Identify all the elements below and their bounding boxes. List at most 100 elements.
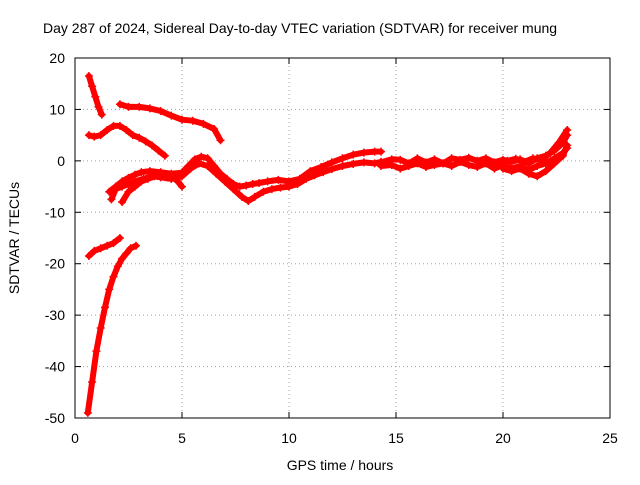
data-point — [310, 171, 319, 180]
data-point — [250, 192, 259, 201]
data-point — [263, 177, 272, 186]
data-point — [137, 168, 146, 177]
data-point — [327, 158, 336, 167]
data-point — [377, 162, 386, 170]
x-tick-label: 15 — [388, 430, 404, 446]
data-point — [267, 185, 276, 194]
y-tick-label: 10 — [49, 101, 65, 117]
data-series — [84, 234, 124, 260]
data-point — [186, 164, 195, 173]
data-point — [154, 146, 163, 155]
data-point — [178, 182, 186, 191]
data-point — [141, 137, 150, 146]
data-point — [143, 174, 152, 183]
data-point — [370, 159, 379, 168]
data-series — [503, 126, 572, 166]
y-tick-label: -50 — [45, 410, 65, 426]
data-point — [178, 115, 186, 124]
x-axis-label: GPS time / hours — [287, 457, 394, 473]
data-point — [190, 155, 199, 164]
data-point — [447, 162, 456, 170]
data-point — [122, 249, 131, 258]
data-point — [173, 177, 182, 186]
data-point — [456, 157, 465, 166]
series-trace — [108, 158, 384, 204]
data-point — [124, 180, 133, 188]
data-point — [387, 160, 396, 169]
y-tick-label: -10 — [45, 204, 65, 220]
data-point — [135, 133, 144, 142]
x-tick-label: 20 — [495, 430, 511, 446]
data-point — [302, 174, 311, 183]
data-point — [107, 195, 116, 204]
data-point — [83, 408, 92, 417]
data-point — [537, 155, 546, 164]
data-point — [516, 164, 525, 173]
data-point — [259, 187, 268, 196]
data-point — [84, 72, 93, 80]
data-point — [169, 173, 178, 182]
data-point — [533, 172, 542, 181]
data-point — [92, 347, 101, 356]
data-point — [554, 138, 563, 147]
data-point — [97, 110, 106, 119]
data-point — [377, 147, 386, 156]
data-point — [94, 102, 103, 111]
data-point — [464, 160, 473, 169]
data-point — [88, 378, 97, 386]
data-point — [122, 126, 131, 134]
data-point — [90, 132, 99, 141]
data-point — [490, 164, 499, 173]
data-point — [130, 182, 139, 191]
data-point — [447, 154, 456, 163]
data-point — [541, 167, 550, 176]
data-point — [563, 126, 572, 134]
data-point — [115, 234, 124, 242]
data-point — [349, 150, 358, 159]
data-point — [430, 160, 439, 169]
data-point — [244, 196, 253, 205]
data-point — [396, 164, 405, 173]
data-point — [481, 159, 490, 168]
data-point — [118, 254, 127, 263]
data-point — [274, 175, 283, 184]
data-point — [319, 168, 328, 177]
data-point — [145, 104, 154, 113]
data-point — [128, 131, 137, 140]
chart-title: Day 287 of 2024, Sidereal Day-to-day VTE… — [43, 20, 557, 36]
data-point — [550, 159, 559, 168]
plot-frame — [74, 57, 611, 419]
series-trace — [85, 235, 123, 259]
data-point — [109, 272, 118, 281]
data-point — [533, 162, 542, 170]
data-point — [473, 163, 482, 172]
data-point — [503, 156, 512, 165]
data-point — [203, 154, 212, 163]
data-point — [359, 148, 368, 157]
data-point — [100, 303, 109, 312]
data-point — [327, 165, 336, 174]
data-point — [349, 159, 358, 168]
data-point — [118, 182, 127, 191]
data-point — [242, 181, 251, 190]
data-point — [131, 241, 140, 250]
data-point — [520, 157, 529, 166]
tick-layer: 0 5 10 15 20 25 -50 -40 -30 -20 -10 0 10 20 — [45, 50, 618, 446]
y-axis-label: SDTVAR / TECUs — [6, 182, 22, 294]
data-point — [541, 159, 550, 168]
data-point — [167, 111, 176, 120]
data-point — [413, 159, 422, 168]
data-point — [126, 244, 135, 253]
data-point — [285, 182, 293, 191]
data-point — [359, 158, 368, 167]
data-point — [91, 92, 100, 101]
data-point — [124, 187, 133, 196]
data-point — [317, 163, 326, 172]
series-layer — [83, 72, 572, 417]
data-point — [421, 163, 430, 172]
data-point — [507, 167, 516, 176]
grid-layer — [75, 58, 610, 418]
data-series — [84, 121, 169, 160]
x-tick-label: 5 — [178, 430, 186, 446]
